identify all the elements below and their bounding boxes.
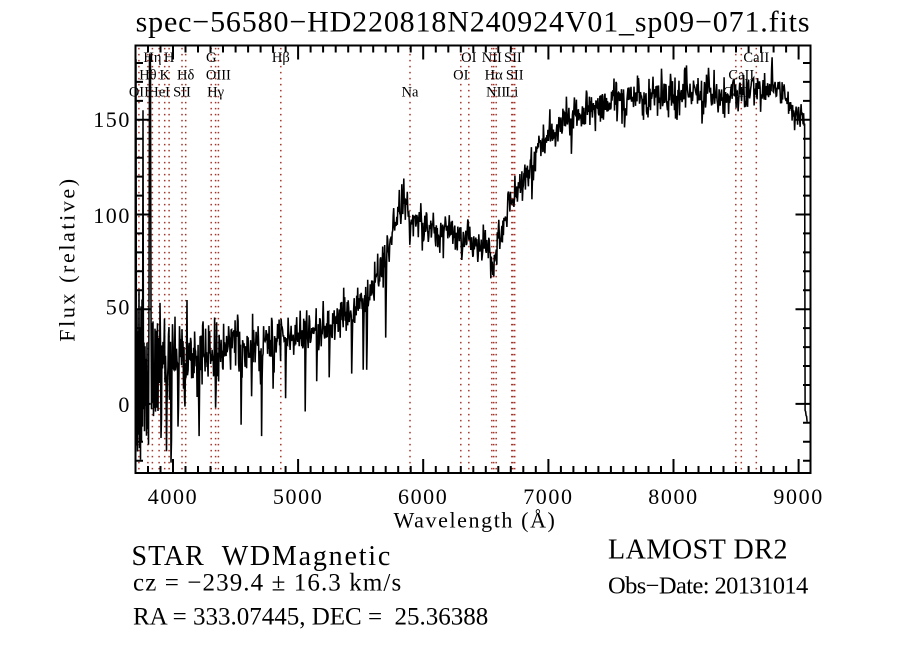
svg-text:H: H [164, 50, 175, 66]
svg-text:OI: OI [461, 50, 476, 66]
svg-text:5000: 5000 [273, 484, 323, 509]
svg-text:7000: 7000 [523, 484, 573, 509]
svg-text:Hθ: Hθ [139, 67, 156, 83]
svg-text:CaII: CaII [743, 50, 769, 66]
svg-text:Hη: Hη [143, 50, 161, 66]
svg-text:100: 100 [93, 203, 131, 228]
svg-text:Wavelength (Å): Wavelength (Å) [394, 508, 557, 533]
svg-text:OIII: OIII [206, 67, 231, 83]
svg-text:SII: SII [173, 85, 191, 101]
svg-text:150: 150 [93, 107, 131, 132]
svg-text:CaII: CaII [723, 85, 749, 101]
svg-text:NII: NII [486, 85, 506, 101]
svg-text:NII: NII [482, 50, 502, 66]
svg-text:LAMOST DR2: LAMOST DR2 [608, 534, 788, 565]
svg-text:WDMagnetic: WDMagnetic [222, 541, 392, 572]
svg-text:HeI: HeI [148, 85, 170, 101]
svg-text:G: G [206, 50, 217, 66]
svg-text:6000: 6000 [398, 484, 448, 509]
svg-text:8000: 8000 [648, 484, 698, 509]
svg-text:Flux (relative): Flux (relative) [55, 176, 80, 341]
svg-text:spec−56580−HD220818N240924V01_: spec−56580−HD220818N240924V01_sp09−071.f… [136, 6, 811, 39]
svg-text:Li: Li [505, 85, 518, 101]
svg-text:CaII: CaII [728, 67, 754, 83]
svg-text:SII: SII [506, 67, 524, 83]
svg-text:STAR: STAR [132, 541, 205, 572]
svg-text:OII: OII [129, 85, 149, 101]
svg-text:9000: 9000 [773, 484, 823, 509]
svg-text:4000: 4000 [148, 484, 198, 509]
svg-text:SII: SII [504, 50, 522, 66]
svg-text:50: 50 [106, 294, 131, 319]
svg-text:Hγ: Hγ [207, 85, 224, 101]
svg-text:Hα: Hα [485, 67, 503, 83]
svg-text:0: 0 [118, 392, 131, 417]
svg-text:Hδ: Hδ [177, 67, 194, 83]
svg-text:K: K [159, 67, 170, 83]
svg-text:cz = −239.4 ± 16.3 km/s: cz = −239.4 ± 16.3 km/s [133, 569, 402, 596]
svg-text:OI: OI [453, 67, 468, 83]
svg-text:Obs−Date: 20131014: Obs−Date: 20131014 [608, 573, 808, 600]
svg-text:RA = 333.07445, DEC = 25.3638: RA = 333.07445, DEC = 25.36388 [133, 604, 488, 631]
svg-text:Hβ: Hβ [272, 50, 290, 66]
svg-text:Na: Na [402, 85, 419, 101]
